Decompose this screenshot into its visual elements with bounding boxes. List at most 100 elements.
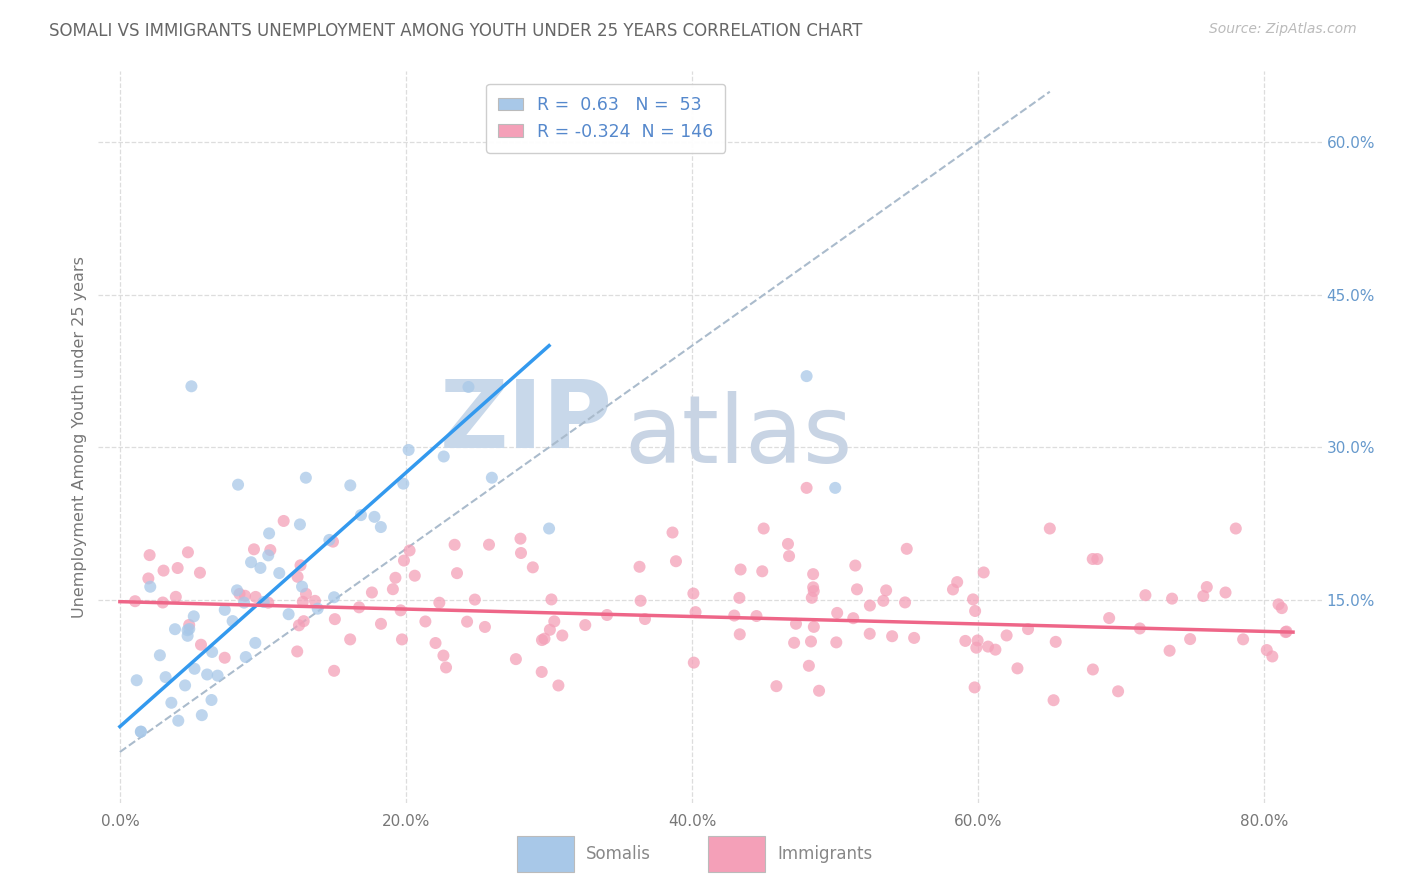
Point — [1159, 644, 1181, 658]
Point — [1042, 693, 1064, 707]
Point — [226, 583, 249, 598]
Point — [363, 509, 385, 524]
Point — [183, 609, 205, 624]
Point — [415, 615, 437, 629]
Point — [214, 650, 236, 665]
Point — [138, 548, 160, 562]
Point — [547, 678, 569, 692]
Point — [425, 636, 447, 650]
Point — [350, 508, 373, 522]
Point — [443, 538, 465, 552]
Point — [188, 566, 211, 580]
Point — [942, 582, 965, 597]
Point — [370, 616, 392, 631]
Point — [152, 595, 174, 609]
Point — [288, 618, 311, 632]
Point — [728, 627, 751, 641]
Point — [965, 640, 987, 655]
Point — [965, 604, 987, 618]
Point — [1271, 601, 1294, 615]
Point — [481, 471, 503, 485]
Point — [191, 708, 214, 723]
Point — [384, 571, 406, 585]
Point — [824, 481, 846, 495]
Point — [995, 628, 1018, 642]
Point — [149, 648, 172, 663]
Point — [522, 560, 544, 574]
Point — [446, 566, 468, 581]
Point — [427, 596, 450, 610]
Point — [543, 615, 565, 629]
Point — [955, 634, 977, 648]
Point — [803, 620, 825, 634]
FancyBboxPatch shape — [707, 837, 765, 871]
Point — [398, 442, 420, 457]
Legend: R =  0.63   N =  53, R = -0.324  N = 146: R = 0.63 N = 53, R = -0.324 N = 146 — [486, 84, 725, 153]
Point — [505, 652, 527, 666]
Point — [478, 538, 501, 552]
Point — [129, 724, 152, 739]
Point — [510, 546, 533, 560]
Point — [963, 681, 986, 695]
Point — [530, 665, 553, 679]
Point — [124, 594, 146, 608]
Point — [1178, 632, 1201, 646]
Point — [155, 670, 177, 684]
Point — [946, 575, 969, 590]
Point — [273, 514, 295, 528]
Point — [177, 545, 200, 559]
Point — [381, 582, 404, 597]
Point — [370, 520, 392, 534]
Point — [179, 618, 201, 632]
Point — [859, 599, 882, 613]
Point — [1192, 589, 1215, 603]
Point — [903, 631, 925, 645]
Point — [180, 379, 202, 393]
Point — [166, 561, 188, 575]
Point — [1225, 521, 1247, 535]
Point — [540, 592, 562, 607]
Point — [404, 568, 426, 582]
Point — [723, 608, 745, 623]
Point — [859, 627, 882, 641]
Point — [291, 595, 314, 609]
Point — [288, 517, 311, 532]
Point — [1232, 632, 1254, 647]
Point — [1135, 588, 1157, 602]
Point — [778, 549, 800, 563]
Point — [1275, 624, 1298, 639]
Point — [257, 526, 280, 541]
Point — [596, 607, 619, 622]
Point — [630, 594, 652, 608]
Text: ZIP: ZIP — [439, 376, 612, 468]
Point — [538, 623, 561, 637]
Point — [183, 662, 205, 676]
Point — [825, 606, 848, 620]
Point — [894, 595, 917, 609]
Point — [389, 603, 412, 617]
Point — [1215, 585, 1237, 599]
Point — [533, 632, 555, 646]
Point — [574, 618, 596, 632]
Point — [872, 594, 894, 608]
Point — [174, 678, 197, 692]
Point — [457, 380, 479, 394]
Point — [167, 714, 190, 728]
Point — [730, 562, 752, 576]
Point — [800, 591, 823, 605]
Point — [398, 543, 420, 558]
Point — [339, 632, 361, 647]
Point — [190, 638, 212, 652]
Point — [977, 640, 1000, 654]
Point — [801, 567, 824, 582]
Point — [728, 591, 751, 605]
Point — [530, 633, 553, 648]
Point — [776, 537, 799, 551]
Point — [295, 587, 318, 601]
Point — [259, 543, 281, 558]
Point — [796, 481, 818, 495]
Point — [797, 658, 820, 673]
Point — [391, 632, 413, 647]
Point — [434, 660, 457, 674]
Point — [163, 622, 186, 636]
